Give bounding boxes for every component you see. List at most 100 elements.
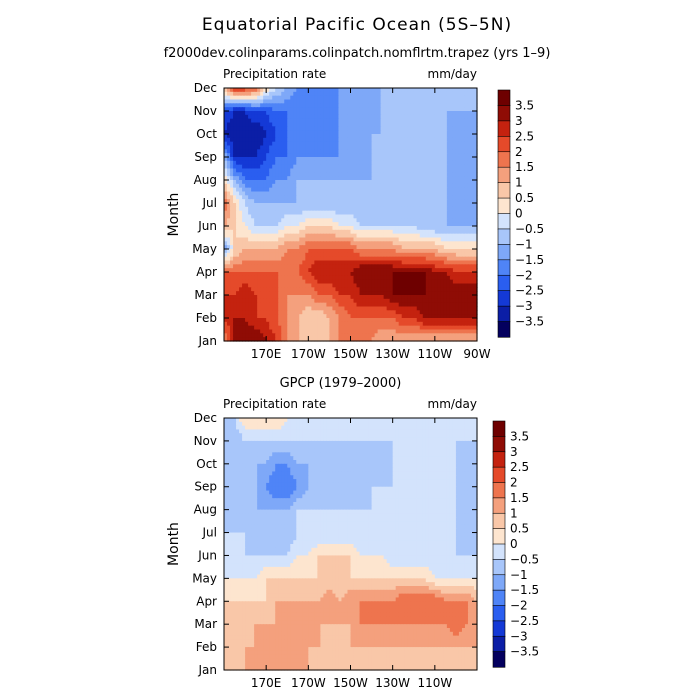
heatmap-cell [443, 141, 448, 147]
heatmap-cell [440, 145, 445, 150]
heatmap-cell [284, 206, 288, 212]
heatmap-cell [362, 268, 367, 273]
heatmap-cell [398, 126, 403, 131]
heatmap-cell [416, 107, 421, 112]
heatmap-cell [341, 137, 346, 143]
heatmap-cell [410, 118, 415, 124]
heatmap-cell [383, 149, 388, 154]
heatmap-cell [461, 180, 466, 185]
heatmap-cell [332, 199, 337, 204]
heatmap-cell [269, 222, 273, 227]
heatmap-cell [383, 122, 388, 127]
heatmap-cell [269, 122, 273, 127]
heatmap-cell [383, 168, 388, 173]
heatmap-cell [392, 149, 397, 154]
heatmap-cell [350, 210, 355, 216]
heatmap-cell [257, 314, 261, 319]
heatmap-cell [407, 114, 412, 120]
heatmap-cell [392, 145, 397, 150]
heatmap-cell [452, 126, 457, 131]
heatmap-cell [419, 111, 424, 116]
heatmap-cell [458, 298, 463, 304]
heatmap-cell [377, 306, 382, 311]
heatmap-cell [287, 249, 291, 254]
heatmap-cell [251, 107, 255, 112]
heatmap-cell [368, 111, 373, 116]
heatmap-cell [374, 218, 379, 223]
heatmap-cell [419, 218, 424, 223]
heatmap-cell [359, 218, 364, 223]
heatmap-cell [458, 291, 463, 296]
heatmap-cell [470, 218, 475, 223]
heatmap-cell [347, 114, 352, 120]
heatmap-cell [239, 203, 243, 208]
heatmap-cell [401, 272, 406, 277]
heatmap-cell [227, 264, 231, 269]
heatmap-cell [326, 134, 331, 139]
heatmap-cell [293, 256, 297, 262]
heatmap-cell [275, 306, 279, 311]
heatmap-cell [407, 306, 412, 311]
heatmap-cell [263, 245, 267, 250]
heatmap-cell [452, 203, 457, 208]
heatmap-cell [272, 218, 276, 223]
heatmap-cell [428, 118, 433, 124]
heatmap-cell [449, 229, 454, 235]
heatmap-cell [305, 283, 309, 288]
heatmap-cell [446, 91, 451, 97]
heatmap-cell [311, 268, 315, 273]
heatmap-cell [470, 233, 475, 239]
heatmap-cell [290, 249, 294, 254]
heatmap-cell [407, 195, 412, 200]
heatmap-cell [272, 272, 276, 277]
heatmap-cell [233, 210, 237, 216]
heatmap-cell [260, 141, 264, 147]
heatmap-cell [425, 157, 430, 162]
heatmap-cell [323, 141, 327, 147]
heatmap-cell [425, 114, 430, 120]
heatmap-cell [245, 114, 249, 120]
heatmap-cell [422, 191, 427, 196]
heatmap-cell [356, 237, 361, 242]
heatmap-cell [275, 249, 279, 254]
heatmap-cell [458, 295, 463, 300]
heatmap-cell [428, 107, 433, 112]
heatmap-cell [293, 203, 297, 208]
heatmap-cell [359, 229, 364, 235]
heatmap-cell [263, 237, 267, 242]
heatmap-cell [245, 268, 249, 273]
heatmap-cell [383, 126, 388, 131]
heatmap-cell [299, 287, 303, 292]
heatmap-cell [308, 226, 312, 231]
heatmap-cell [443, 168, 448, 173]
heatmap-cell [374, 141, 379, 147]
heatmap-cell [344, 172, 349, 177]
heatmap-cell [233, 157, 237, 162]
heatmap-cell [374, 268, 379, 273]
heatmap-cell [425, 111, 430, 116]
heatmap-cell [308, 237, 312, 242]
heatmap-cell [356, 118, 361, 124]
heatmap-cell [341, 245, 346, 250]
heatmap-cell [236, 91, 240, 97]
heatmap-cell [314, 279, 318, 285]
heatmap-cell [428, 306, 433, 311]
heatmap-cell [419, 222, 424, 227]
heatmap-cell [278, 260, 282, 265]
heatmap-cell [344, 264, 349, 269]
heatmap-cell [224, 206, 228, 212]
heatmap-cell [470, 95, 475, 101]
heatmap-cell [464, 149, 469, 154]
heatmap-cell [230, 122, 234, 127]
heatmap-cell [371, 157, 376, 162]
heatmap-cell [269, 214, 273, 219]
heatmap-cell [293, 91, 297, 97]
heatmap-cell [380, 126, 385, 131]
heatmap-cell [425, 264, 430, 269]
heatmap-cell [305, 180, 309, 185]
heatmap-cell [362, 145, 367, 150]
heatmap-cell [302, 126, 306, 131]
heatmap-cell [407, 107, 412, 112]
heatmap-cell [269, 88, 273, 93]
heatmap-cell [305, 241, 309, 246]
